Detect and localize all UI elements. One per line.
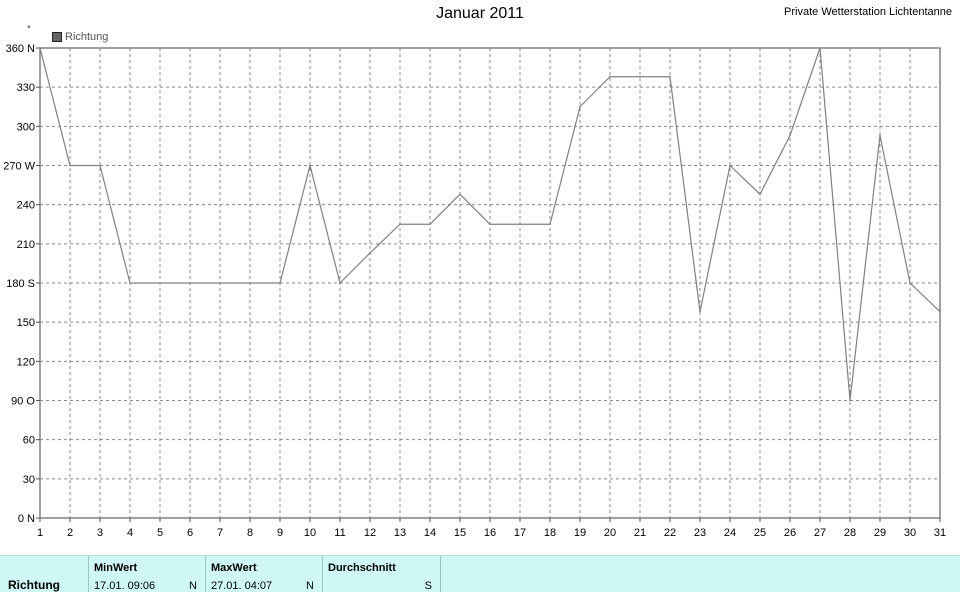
data-point [459, 193, 461, 196]
legend: Richtung [52, 31, 108, 43]
x-tick-label: 27 [814, 527, 826, 539]
x-tick-label: 2 [67, 527, 73, 539]
data-point [99, 164, 101, 167]
min-direction: N [189, 580, 197, 592]
data-point [579, 105, 581, 108]
x-tick-label: 6 [187, 527, 193, 539]
data-point [879, 134, 881, 137]
x-tick-label: 4 [127, 527, 133, 539]
x-tick-label: 23 [694, 527, 706, 539]
avg-direction: S [424, 580, 432, 592]
y-tick-label: 270 W [3, 161, 35, 173]
data-point [69, 164, 71, 167]
data-point [789, 134, 791, 137]
x-tick-label: 29 [874, 527, 886, 539]
y-tick-label: 30 [23, 474, 35, 486]
legend-label: Richtung [65, 31, 109, 43]
x-tick-label: 14 [424, 527, 436, 539]
y-tick-label: 210 [17, 239, 35, 251]
row-label: Richtung [8, 578, 60, 592]
data-point [129, 282, 131, 284]
data-point [639, 75, 641, 78]
avg-header: Durchschnitt [328, 562, 396, 574]
avg-cell: Durchschnitt S [323, 556, 441, 592]
data-point [699, 310, 701, 313]
data-point [849, 399, 851, 402]
row-label-cell: Richtung [0, 556, 89, 592]
max-header: MaxWert [211, 562, 257, 574]
y-tick-label: 180 S [6, 278, 35, 290]
unit-label: ° [27, 24, 31, 34]
x-tick-label: 25 [754, 527, 766, 539]
data-point [729, 164, 731, 167]
x-tick-label: 3 [97, 527, 103, 539]
x-tick-label: 8 [247, 527, 253, 539]
data-point [909, 282, 911, 284]
y-tick-label: 300 [17, 121, 35, 133]
data-point [549, 223, 551, 226]
x-tick-label: 30 [904, 527, 916, 539]
data-point [369, 252, 371, 254]
data-point [429, 223, 431, 226]
x-tick-label: 19 [574, 527, 586, 539]
x-tick-label: 26 [784, 527, 796, 539]
y-tick-label: 120 [17, 356, 35, 368]
data-point [759, 193, 761, 196]
stats-footer: Richtung MinWert 17.01. 09:06 N MaxWert … [0, 555, 960, 592]
data-point [669, 75, 671, 78]
x-tick-label: 10 [304, 527, 316, 539]
data-point [339, 282, 341, 284]
x-tick-label: 16 [484, 527, 496, 539]
x-tick-label: 7 [217, 527, 223, 539]
y-tick-label: 150 [17, 317, 35, 329]
x-tick-label: 5 [157, 527, 163, 539]
station-name: Private Wetterstation Lichtentanne [784, 6, 952, 18]
y-tick-label: 360 N [6, 43, 35, 55]
x-tick-label: 21 [634, 527, 646, 539]
y-tick-label: 240 [17, 200, 35, 212]
legend-swatch [52, 32, 62, 42]
data-point [399, 223, 401, 226]
x-tick-label: 18 [544, 527, 556, 539]
x-tick-label: 22 [664, 527, 676, 539]
x-tick-label: 28 [844, 527, 856, 539]
y-tick-label: 60 [23, 435, 35, 447]
data-point [519, 223, 521, 226]
x-tick-label: 13 [394, 527, 406, 539]
min-header: MinWert [94, 562, 138, 574]
data-point [279, 282, 281, 284]
x-tick-label: 17 [514, 527, 526, 539]
x-tick-label: 24 [724, 527, 736, 539]
x-tick-label: 11 [334, 527, 345, 539]
min-value: 17.01. 09:06 [94, 580, 156, 592]
data-point [939, 310, 941, 313]
chart-title: Januar 2011 [436, 5, 524, 22]
data-point [159, 282, 161, 284]
x-tick-label: 15 [454, 527, 466, 539]
max-cell: MaxWert 27.01. 04:07 N [206, 556, 323, 592]
y-tick-label: 0 N [18, 513, 35, 525]
data-point [819, 47, 821, 49]
max-direction: N [306, 580, 314, 592]
data-point [249, 282, 251, 284]
y-tick-label: 90 O [11, 396, 35, 408]
x-tick-label: 31 [934, 527, 946, 539]
data-point [39, 47, 41, 49]
x-tick-label: 12 [364, 527, 376, 539]
data-point [489, 223, 491, 226]
data-point [609, 75, 611, 78]
x-tick-label: 1 [37, 527, 43, 539]
x-tick-label: 20 [604, 527, 616, 539]
data-point [309, 164, 311, 167]
data-point [219, 282, 221, 284]
y-tick-label: 330 [17, 82, 35, 94]
min-cell: MinWert 17.01. 09:06 N [89, 556, 206, 592]
x-tick-label: 9 [277, 527, 283, 539]
data-point [189, 282, 191, 284]
max-value: 27.01. 04:07 [211, 580, 273, 592]
